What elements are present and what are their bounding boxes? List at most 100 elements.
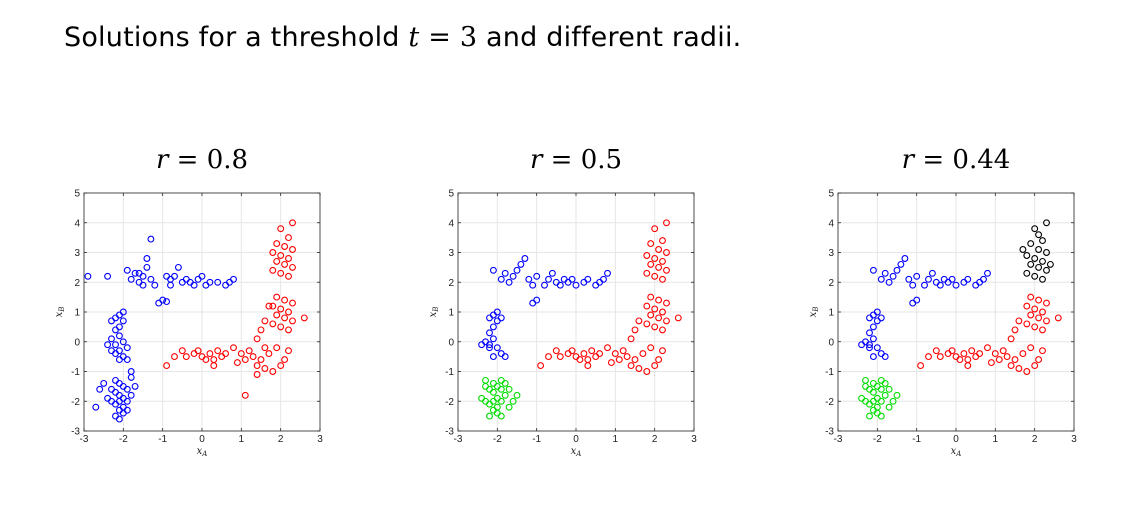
data-point-blue bbox=[100, 379, 108, 387]
y-axis-label: xB bbox=[54, 307, 66, 318]
data-point-red bbox=[206, 350, 214, 358]
data-point-blue bbox=[123, 406, 131, 414]
data-point-blue bbox=[147, 235, 155, 243]
data-point-black bbox=[1027, 260, 1035, 268]
data-point-red bbox=[230, 344, 237, 352]
data-point-red bbox=[1015, 365, 1023, 372]
chart-title-var: r bbox=[530, 145, 544, 175]
data-point-black bbox=[1043, 266, 1050, 274]
data-point-blue bbox=[877, 275, 885, 283]
data-point-blue bbox=[119, 317, 127, 325]
data-point-red bbox=[627, 335, 635, 343]
data-point-red bbox=[273, 240, 281, 248]
data-point-red bbox=[925, 353, 932, 361]
data-point-red bbox=[249, 353, 257, 361]
x-tick-label: 0 bbox=[573, 434, 579, 445]
data-point-red bbox=[552, 347, 560, 355]
data-point-red bbox=[1043, 317, 1050, 325]
x-tick-label: -1 bbox=[158, 434, 167, 445]
data-point-blue bbox=[206, 278, 214, 286]
data-point-red bbox=[936, 353, 944, 361]
data-point-red bbox=[273, 293, 281, 301]
data-point-red bbox=[655, 263, 663, 271]
slide-title: Solutions for a threshold t = 3 and diff… bbox=[64, 22, 741, 53]
data-point-blue bbox=[198, 272, 206, 280]
data-point-red bbox=[976, 350, 984, 358]
data-point-red bbox=[253, 335, 261, 343]
data-point-red bbox=[631, 326, 639, 334]
data-point-green bbox=[501, 379, 509, 387]
data-point-red bbox=[580, 350, 588, 358]
data-point-blue bbox=[529, 281, 537, 289]
data-point-red bbox=[651, 362, 659, 370]
data-point-black bbox=[1023, 269, 1031, 277]
data-point-blue bbox=[115, 332, 123, 340]
data-point-blue bbox=[230, 275, 237, 283]
y-tick-label: 4 bbox=[448, 218, 454, 229]
y-tick-label: 0 bbox=[74, 337, 80, 348]
x-axis-label-sub: A bbox=[201, 450, 207, 458]
data-point-red bbox=[1054, 314, 1062, 322]
data-point-red bbox=[1043, 299, 1050, 307]
y-axis-label-sub: B bbox=[812, 307, 820, 313]
y-tick-label: 2 bbox=[74, 278, 80, 289]
y-tick-label: 4 bbox=[74, 218, 80, 229]
data-point-red bbox=[1003, 353, 1011, 361]
data-point-red bbox=[253, 371, 261, 378]
data-point-red bbox=[651, 225, 659, 233]
y-tick-label: 2 bbox=[448, 278, 454, 289]
data-point-blue bbox=[877, 314, 885, 322]
data-point-red bbox=[1011, 326, 1019, 334]
data-point-red bbox=[651, 323, 659, 331]
data-point-red bbox=[643, 320, 651, 328]
slide-title-eq: = 3 bbox=[419, 22, 478, 53]
data-point-red bbox=[643, 368, 651, 375]
data-point-red bbox=[984, 344, 991, 352]
x-tick-label: 3 bbox=[691, 434, 697, 445]
data-point-blue bbox=[501, 269, 509, 277]
data-point-red bbox=[289, 246, 296, 253]
data-point-red bbox=[659, 275, 666, 283]
data-point-blue bbox=[486, 341, 493, 349]
data-point-red bbox=[995, 356, 1003, 364]
chart-panel-2: r = 0.5 -3 -2 -1 0 1 2 3 -3 -2 -1 0 1 2 3 4 5 xA xB bbox=[424, 140, 724, 470]
data-point-green bbox=[877, 397, 885, 405]
data-point-green bbox=[501, 391, 509, 399]
data-point-blue bbox=[984, 269, 991, 277]
chart-title: r = 0.8 bbox=[156, 145, 248, 175]
data-point-blue bbox=[952, 281, 960, 289]
data-point-blue bbox=[489, 266, 497, 274]
data-point-red bbox=[663, 266, 670, 274]
data-point-red bbox=[210, 362, 218, 370]
data-point-red bbox=[277, 252, 285, 259]
data-point-blue bbox=[545, 275, 552, 283]
y-axis-label: xB bbox=[808, 307, 820, 318]
data-point-red bbox=[257, 356, 265, 364]
data-point-black bbox=[1027, 240, 1035, 248]
data-point-blue bbox=[131, 269, 139, 277]
data-point-blue bbox=[112, 341, 119, 349]
data-point-red bbox=[651, 272, 659, 280]
y-tick-label: -2 bbox=[825, 397, 834, 408]
data-point-blue bbox=[869, 266, 877, 274]
data-point-blue bbox=[151, 281, 159, 289]
data-point-blue bbox=[901, 255, 909, 262]
data-point-red bbox=[194, 347, 202, 355]
data-point-red bbox=[1019, 350, 1027, 358]
data-point-blue bbox=[568, 275, 576, 283]
y-tick-label: 4 bbox=[828, 218, 834, 229]
data-point-blue bbox=[869, 353, 877, 361]
y-tick-label: 1 bbox=[74, 308, 80, 319]
data-point-green bbox=[862, 382, 869, 390]
data-point-blue bbox=[96, 385, 104, 393]
data-point-blue bbox=[556, 281, 564, 289]
data-point-black bbox=[1031, 225, 1039, 233]
data-point-blue bbox=[119, 338, 127, 346]
data-point-red bbox=[643, 252, 651, 259]
data-point-blue bbox=[131, 382, 139, 390]
data-point-red bbox=[257, 326, 265, 334]
data-point-blue bbox=[533, 296, 541, 304]
y-tick-label: -2 bbox=[71, 397, 80, 408]
data-point-blue bbox=[533, 272, 541, 280]
